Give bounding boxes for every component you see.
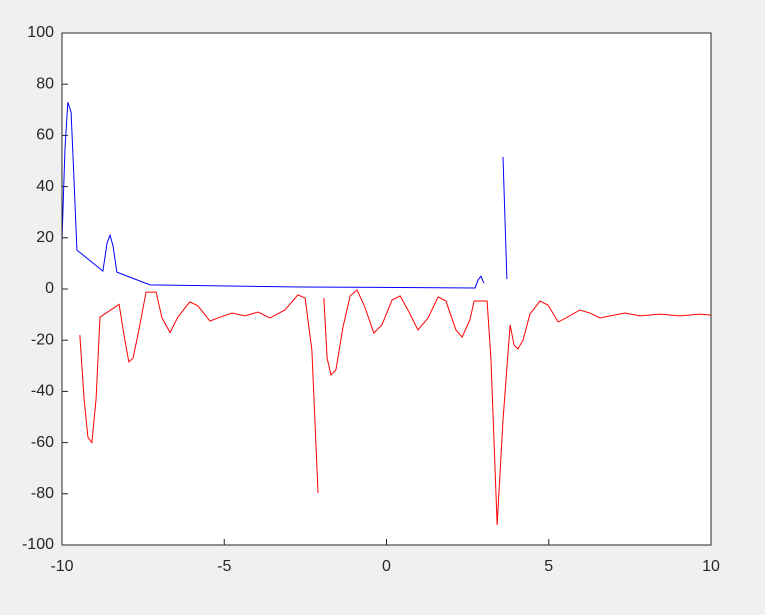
series-line [79,289,712,526]
x-tick-label: 0 [382,558,391,575]
x-tick-label: -10 [50,558,73,575]
series-line [61,101,508,289]
y-tick-label: -60 [31,434,54,451]
axes-box [61,32,712,546]
y-tick-label: -80 [31,485,54,502]
y-tick-label: 40 [36,178,54,195]
y-tick-label: 80 [36,75,54,92]
y-tick-label: 100 [27,24,54,41]
y-tick-label: -20 [31,331,54,348]
x-tick-label: -5 [217,558,231,575]
y-tick-label: 60 [36,127,54,144]
y-tick-label: 0 [45,280,54,297]
plot-area [62,33,711,545]
y-tick-label: -100 [22,536,54,553]
x-tick-label: 5 [544,558,553,575]
x-tick-label: 10 [702,558,720,575]
y-tick-label: -40 [31,383,54,400]
y-tick-label: 20 [36,229,54,246]
